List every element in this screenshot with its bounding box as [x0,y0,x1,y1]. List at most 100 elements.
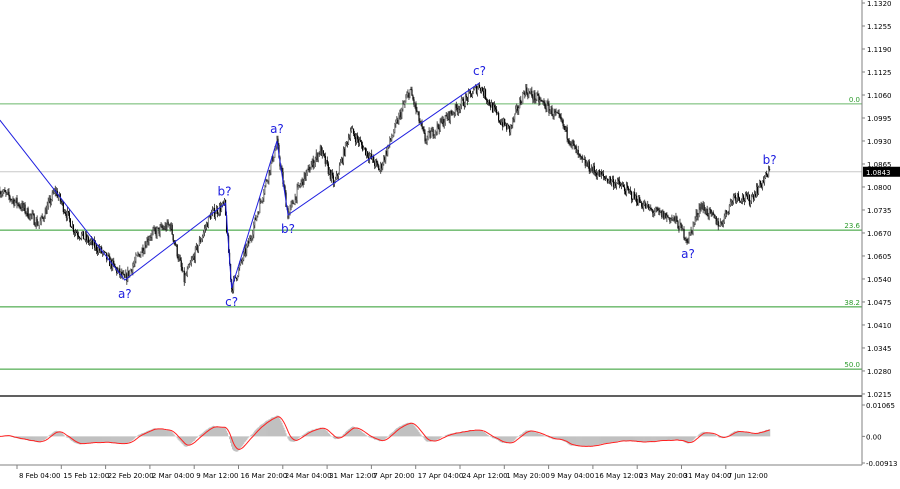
candle [289,207,290,212]
candle [698,215,699,217]
candle [288,212,289,218]
candle [360,140,361,141]
candle [27,208,28,218]
oscillator-tick-label: 0.00 [866,433,882,441]
candle [426,137,427,141]
candle [692,224,693,233]
candle [251,238,252,239]
candle [58,196,59,197]
candle [354,134,355,137]
candle [310,170,311,173]
candle [44,219,45,220]
candle [646,205,647,208]
candle [191,260,192,263]
candle [463,99,464,106]
fib-level-label: 0.0 [849,96,860,104]
candle [738,194,739,198]
candle [495,107,496,109]
candle [597,175,598,177]
candle [373,157,374,163]
candle [253,225,254,234]
candle [653,213,654,214]
candle [578,150,579,154]
oscillator-tick-label: -0.00913 [866,460,897,468]
candle [259,201,260,213]
current-price-label: 1.0843 [866,169,891,177]
price-tick-label: 1.0280 [867,368,892,376]
candle [562,120,563,126]
candle [434,136,435,137]
candle [424,133,425,142]
candle [758,187,759,193]
candle [395,122,396,124]
candle [537,94,538,95]
price-tick-label: 1.0995 [867,115,892,123]
candle [729,205,730,213]
candle [547,103,548,105]
candle [639,197,640,202]
candle [558,113,559,114]
candle [627,186,628,189]
wave-label: a? [270,122,284,136]
candle [482,88,483,92]
candle [531,91,532,97]
candle [306,173,307,180]
candle [47,206,48,214]
candle [589,161,590,171]
candle [667,216,668,218]
candle [63,202,64,212]
candle [323,150,324,153]
candle [474,88,475,90]
candle [340,162,341,165]
candle [151,232,152,237]
candle [611,180,612,182]
candle [402,104,403,109]
candle [739,198,740,201]
candle [81,234,82,238]
candle [460,105,461,109]
candle [544,103,545,108]
candle [541,100,542,101]
price-tick-label: 1.0930 [867,138,892,146]
time-tick-label: 2 Mar 04:00 [152,472,194,480]
candle [465,96,466,106]
candle [508,125,509,126]
candle [436,131,437,132]
candle [605,178,606,179]
candle [693,223,694,224]
candle [300,185,301,186]
candle [185,275,186,282]
candle [218,214,219,215]
candle [88,237,89,243]
price-tick-label: 1.1255 [867,23,892,31]
candle [398,115,399,123]
candle [535,99,536,100]
wave-label: c? [225,295,238,309]
candle [172,225,173,235]
candle [650,208,651,209]
time-tick-label: 17 Apr 04:00 [418,472,464,480]
candle [208,216,209,227]
candle [252,234,253,237]
candle [203,232,204,236]
main-price-pane: 0.023.638.250.0a?b?c?a?b?c?a?b? [0,64,862,369]
candle [624,187,625,191]
price-tick-label: 1.0215 [867,391,892,399]
candle [73,225,74,232]
candle [135,255,136,260]
candle [332,173,333,176]
candle [608,181,609,183]
candle [201,239,202,242]
time-tick-label: 31 Mar 12:00 [329,472,376,480]
candle [641,202,642,206]
candle [651,209,652,210]
candle [446,115,447,116]
candle [192,258,193,260]
candle [324,154,325,156]
candle [636,196,637,203]
candle [569,140,570,143]
candle [512,119,513,126]
candle [238,268,239,276]
